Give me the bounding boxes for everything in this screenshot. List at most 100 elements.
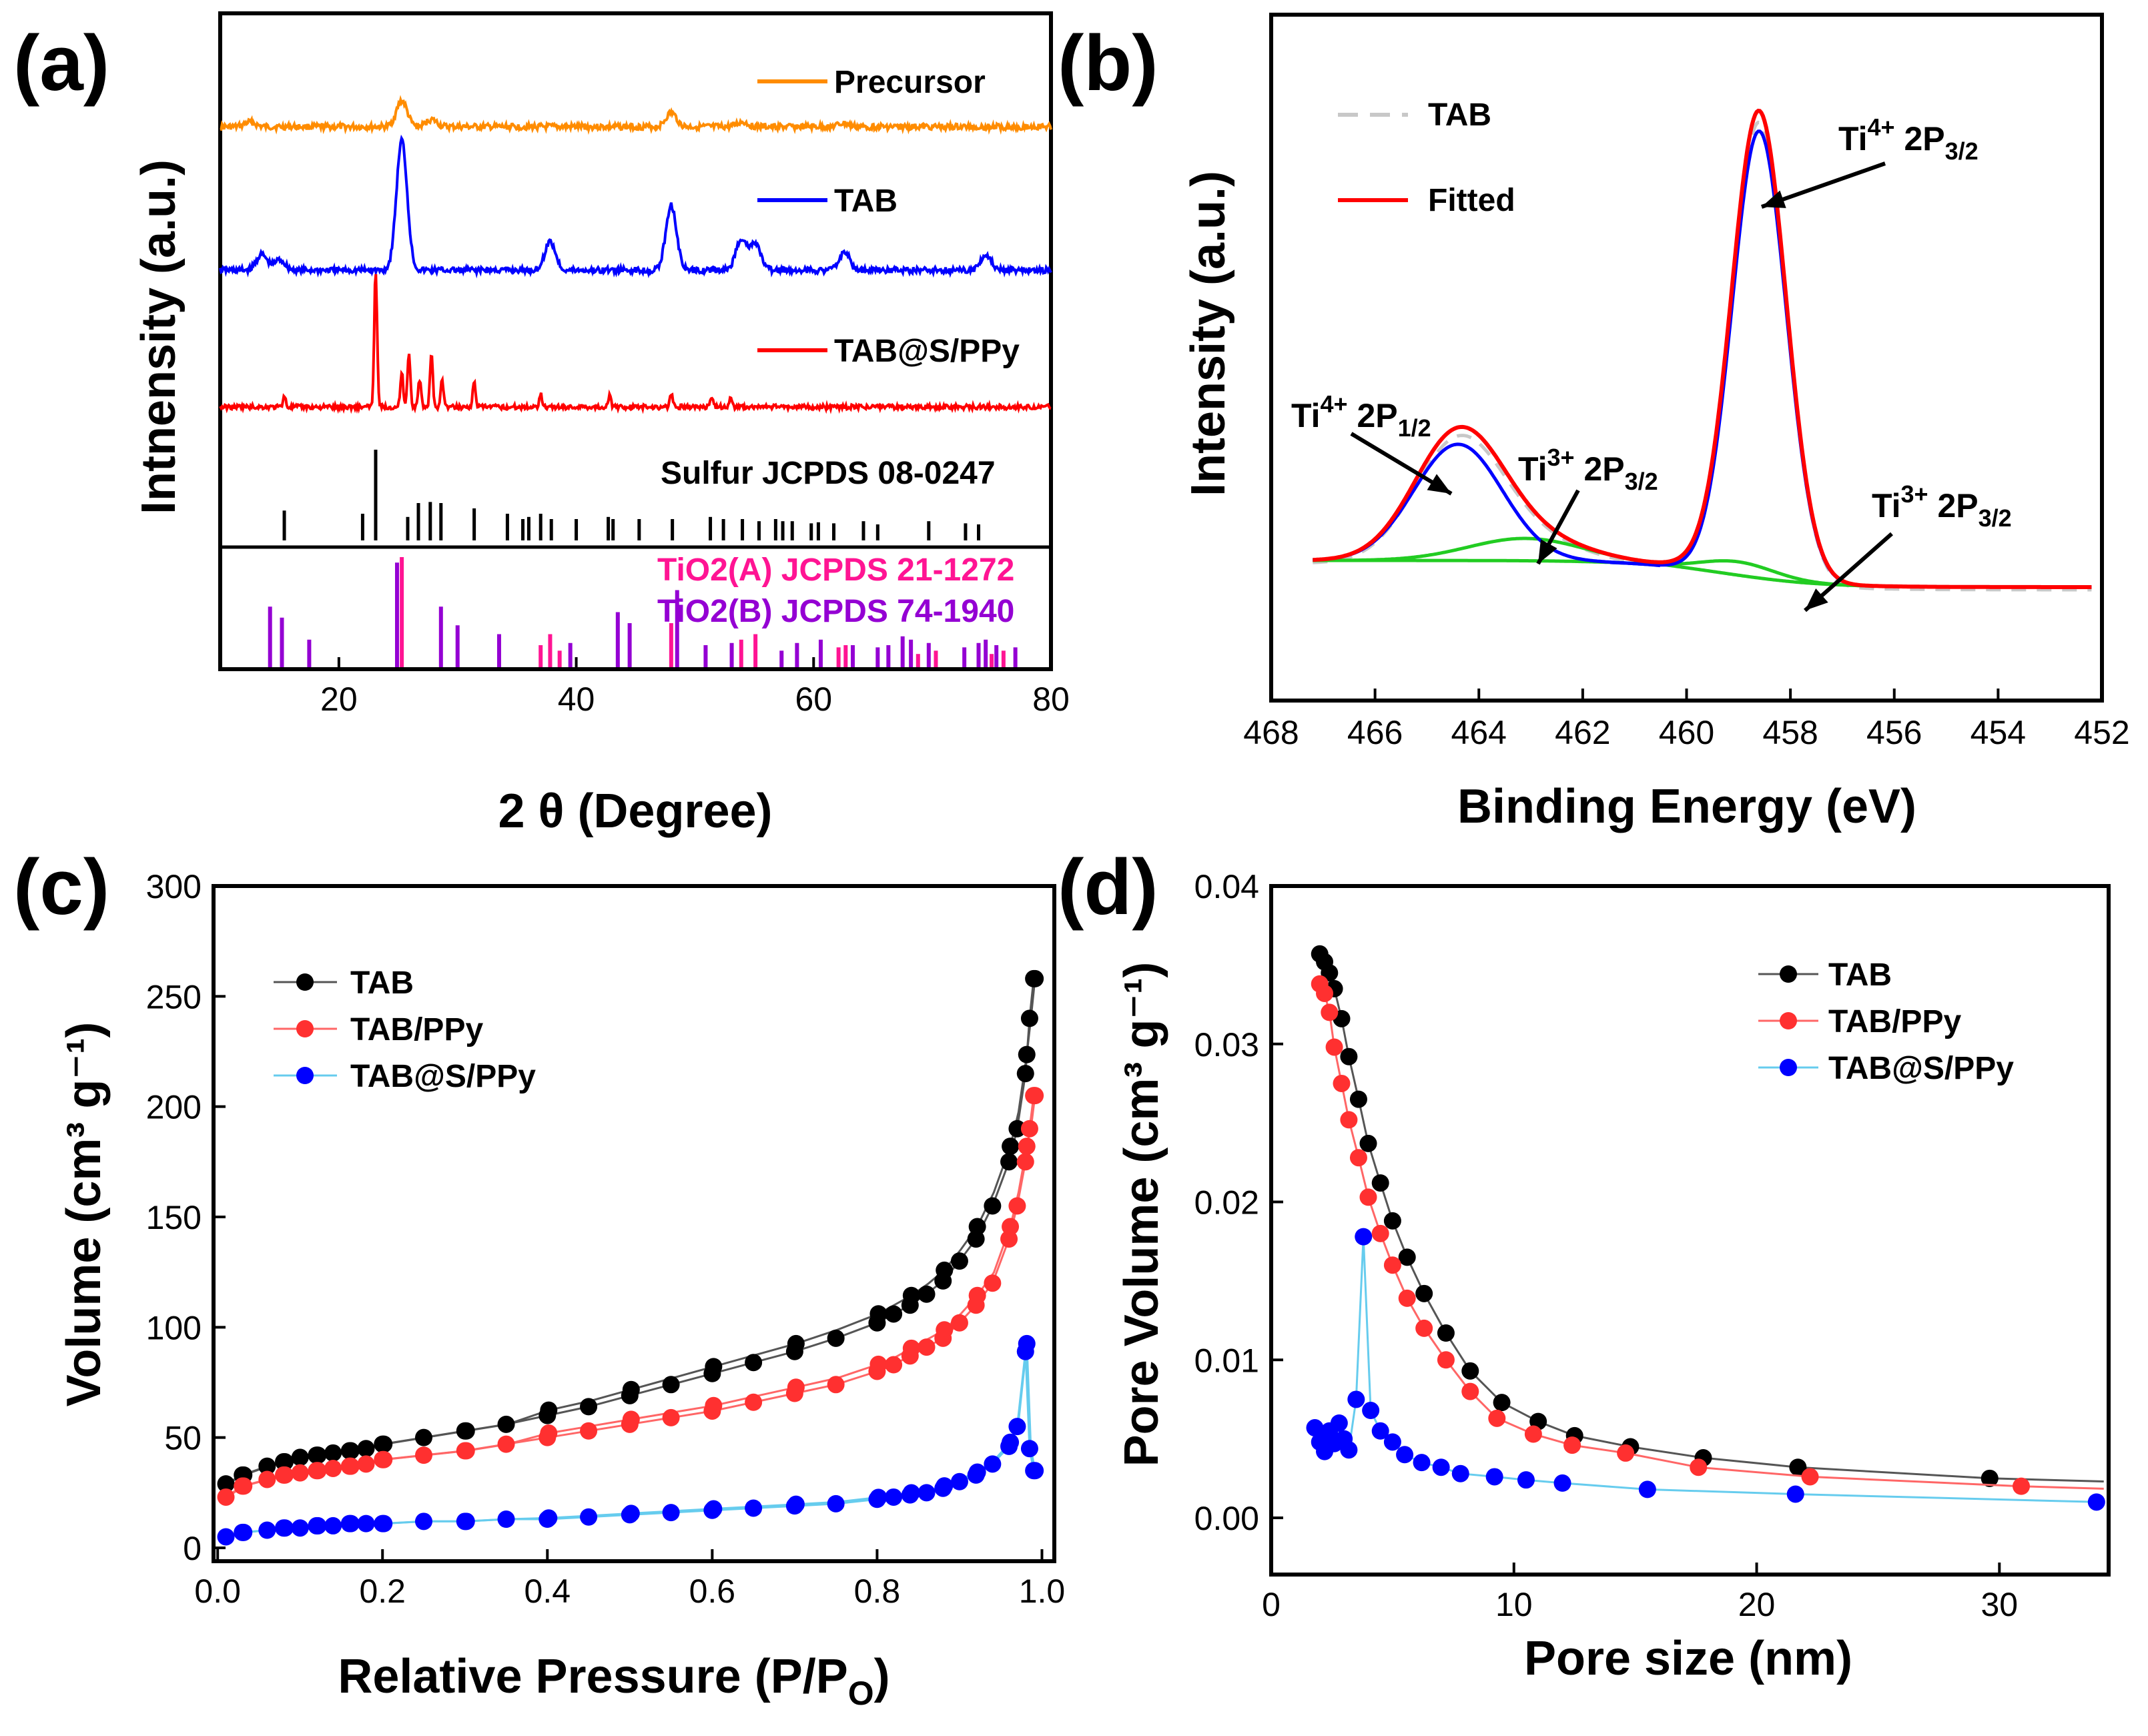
c-xtick-label: 1.0	[1019, 1573, 1066, 1610]
d-point-tab	[1493, 1394, 1511, 1412]
d-point-tab-s-ppy	[1306, 1419, 1324, 1437]
a-ref-label-tio2b: TiO2(B) JCPDS 74-1940	[657, 594, 1014, 629]
b-xtick-label: 460	[1659, 714, 1714, 751]
d-point-tab-ppy	[1415, 1319, 1433, 1337]
c-point-tab-s-ppy	[415, 1512, 432, 1531]
d-point-tab-ppy	[1398, 1289, 1416, 1307]
c-xlabel: Relative Pressure (P/PO)	[338, 1650, 889, 1712]
d-point-tab	[1383, 1212, 1401, 1230]
a-series-precursor	[220, 95, 1052, 135]
c-xtick-label: 0.2	[359, 1573, 406, 1610]
b-annotation-1: Ti4+ 2P1/2	[1291, 390, 1431, 442]
d-point-tab-s-ppy	[1396, 1446, 1414, 1464]
c-point-tab-s-ppy	[580, 1508, 598, 1526]
b-arrowhead-0	[1762, 190, 1786, 208]
c-point-tab-s-ppy	[457, 1512, 475, 1531]
d-point-tab-ppy	[1383, 1256, 1401, 1274]
b-xtick-label: 462	[1555, 714, 1610, 751]
d-xtick-label: 0	[1262, 1586, 1281, 1623]
c-point-tab-ppy	[622, 1410, 640, 1428]
c-point-tab	[457, 1422, 475, 1440]
c-point-tab-ppy	[950, 1314, 968, 1332]
c-ytick-label: 200	[146, 1089, 202, 1126]
c-point-tab-s-ppy	[324, 1516, 342, 1535]
a-xtick-label: 80	[1032, 681, 1070, 718]
c-point-tab-s-ppy	[968, 1463, 986, 1481]
d-xlabel: Pore size (nm)	[1524, 1632, 1852, 1685]
c-point-tab-s-ppy	[950, 1472, 968, 1490]
d-xtick-label: 20	[1738, 1586, 1776, 1623]
c-point-tab-s-ppy	[1026, 1462, 1044, 1480]
d-point-tab-ppy	[1325, 1038, 1343, 1056]
c-point-tab	[827, 1329, 845, 1347]
d-point-tab-s-ppy	[1553, 1474, 1571, 1492]
c-point-tab-ppy	[705, 1396, 723, 1414]
c-point-tab	[258, 1457, 276, 1475]
d-legend-marker-tab	[1780, 965, 1797, 983]
b-arrowhead-2	[1538, 539, 1557, 564]
d-legend-label-tab: TAB	[1828, 957, 1892, 993]
c-point-tab	[1008, 1120, 1026, 1138]
c-point-tab	[1002, 1138, 1020, 1156]
d-point-tab-s-ppy	[2087, 1493, 2105, 1511]
c-point-tab	[984, 1197, 1002, 1215]
d-point-tab-ppy	[1524, 1425, 1542, 1443]
d-point-tab-s-ppy	[1330, 1414, 1348, 1432]
b-xtick-label: 466	[1347, 714, 1403, 751]
d-point-tab-ppy	[1488, 1409, 1506, 1427]
c-point-tab	[276, 1453, 294, 1471]
c-legend-label-tab: TAB	[350, 965, 414, 1001]
c-point-tab-s-ppy	[357, 1514, 375, 1533]
c-ytick-label: 150	[146, 1199, 202, 1236]
c-point-tab-s-ppy	[540, 1509, 558, 1527]
c-point-tab	[217, 1475, 235, 1493]
b-arrowhead-1	[1427, 474, 1451, 494]
c-line2-tab	[226, 978, 1036, 1485]
c-plot-frame	[212, 884, 1056, 1563]
c-point-tab	[1018, 1045, 1036, 1063]
c-point-tab-ppy	[1018, 1138, 1036, 1156]
d-legend-marker-tab-s-ppy	[1780, 1059, 1797, 1076]
d-point-tab	[1398, 1248, 1416, 1266]
a-xtick-label: 60	[795, 681, 832, 718]
c-point-tab-ppy	[936, 1321, 954, 1339]
a-plot-frame	[218, 11, 1053, 671]
c-point-tab-s-ppy	[885, 1488, 903, 1506]
d-point-tab-s-ppy	[1362, 1402, 1380, 1420]
c-point-tab	[580, 1398, 598, 1416]
d-ytick-label: 0.00	[1194, 1500, 1259, 1537]
c-point-tab-ppy	[885, 1356, 903, 1374]
c-point-tab-ppy	[1008, 1197, 1026, 1215]
c-point-tab	[309, 1446, 327, 1464]
d-line-tab-ppy	[1319, 983, 2104, 1490]
d-ylabel: Pore Volume (cm³ g⁻¹)	[1115, 962, 1168, 1467]
c-legend-marker-tab	[296, 973, 314, 991]
c-point-tab	[1026, 969, 1044, 987]
c-point-tab	[869, 1305, 887, 1323]
c-point-tab	[357, 1440, 375, 1458]
c-point-tab-ppy	[1020, 1120, 1038, 1138]
b-series-tab	[1313, 120, 2092, 592]
c-point-tab	[1000, 1153, 1018, 1171]
c-ytick-label: 0	[183, 1530, 202, 1567]
c-point-tab-ppy	[827, 1376, 845, 1394]
d-point-tab-s-ppy	[1413, 1454, 1431, 1472]
d-point-tab-s-ppy	[1638, 1480, 1656, 1498]
c-line-tab	[225, 978, 1035, 1485]
a-legend-label-precursor: Precursor	[834, 65, 986, 100]
c-point-tab-ppy	[291, 1464, 309, 1482]
c-point-tab-ppy	[235, 1477, 253, 1495]
c-point-tab-ppy	[497, 1435, 515, 1453]
c-point-tab-s-ppy	[1020, 1440, 1038, 1458]
c-point-tab-ppy	[869, 1355, 887, 1373]
d-point-tab-s-ppy	[1485, 1468, 1503, 1486]
panel-label-a: (a)	[13, 19, 109, 107]
a-ref-label-sulfur: Sulfur JCPDS 08-0247	[661, 456, 996, 491]
d-point-tab-ppy	[1690, 1458, 1708, 1476]
b-ylabel: Intensity (a.u.)	[1182, 171, 1235, 496]
a-xtick-label: 40	[558, 681, 595, 718]
d-point-tab-s-ppy	[1383, 1433, 1401, 1451]
b-annotation-3: Ti3+ 2P3/2	[1872, 480, 2012, 532]
d-legend-label-tab-ppy: TAB/PPy	[1828, 1004, 1961, 1039]
